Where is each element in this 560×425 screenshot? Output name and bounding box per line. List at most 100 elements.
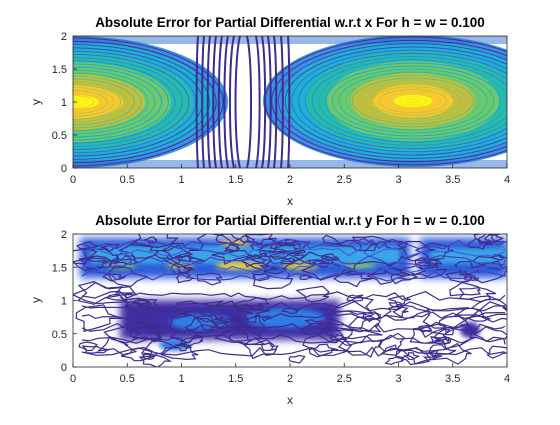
- plot-2: Absolute Error for Partial Differential …: [29, 213, 510, 407]
- contour-mid-line: [195, 36, 199, 168]
- contour-noise-loop: [112, 252, 139, 266]
- contour-noise-loop: [260, 342, 279, 352]
- plot-1-xtick-label: 2: [287, 174, 293, 186]
- contour-noise-loop: [458, 286, 497, 303]
- contour-mid-line: [206, 36, 211, 168]
- contour-noise-loop: [392, 304, 431, 319]
- contour-ring: [73, 89, 108, 115]
- contour-ring: [358, 80, 468, 122]
- contour-noise-loop: [129, 321, 165, 341]
- contour-noise-loop: [249, 238, 285, 254]
- contour-mid-line: [217, 36, 223, 168]
- contour-ring: [385, 91, 441, 111]
- contour-noise-loop: [100, 243, 120, 252]
- contour-ring: [298, 52, 507, 150]
- plot-2-xtick-label: 0.5: [120, 373, 135, 385]
- contour-noise-loop: [483, 234, 507, 243]
- contour-noise-loop: [418, 321, 451, 339]
- plot-2-xlabel: x: [287, 393, 293, 407]
- contour-ring: [331, 68, 495, 134]
- contour-noise-loop: [466, 237, 494, 250]
- contour-noise-loop: [473, 301, 507, 323]
- contour-rings: [73, 36, 507, 167]
- contour-noise-loop: [490, 253, 505, 261]
- contour-noise-loop: [73, 282, 138, 305]
- plot-1-ytick-label: 1.5: [52, 64, 67, 76]
- contour-noise-loop: [78, 341, 98, 352]
- contour-noise-loop: [96, 335, 138, 356]
- contour-noise-loop: [73, 248, 98, 265]
- plot-1-xtick-label: 3.5: [445, 174, 460, 186]
- contour-noise-loop: [388, 301, 403, 308]
- plot-1-xtick-label: 1: [178, 174, 184, 186]
- contour-noise-loop: [163, 255, 205, 268]
- contour-noise-loop: [384, 355, 405, 366]
- contour-noise-loop: [140, 340, 178, 355]
- contour-mid-line: [261, 36, 267, 168]
- contour-noise-line: [81, 246, 506, 258]
- contour-noise-loop: [274, 241, 300, 253]
- contour-noise-line: [81, 270, 506, 282]
- contour-mid-line: [228, 36, 235, 168]
- plot-2-xtick-label: 4: [504, 373, 510, 385]
- contour-ring: [73, 37, 224, 167]
- contour-noise-line: [81, 300, 506, 312]
- contour-ring: [73, 69, 156, 135]
- contour-noise-line: [81, 334, 506, 345]
- contour-ring: [291, 49, 507, 153]
- contour-noise-loop: [234, 297, 270, 311]
- contour-noise-loop: [196, 234, 239, 255]
- contour-noise-loop: [366, 268, 406, 285]
- contour-noise-loop: [233, 313, 265, 337]
- contour-noise-loop: [131, 298, 153, 307]
- contour-ring: [399, 96, 427, 106]
- contour-mid-line: [212, 36, 217, 168]
- contour-noise-loop: [428, 344, 457, 357]
- plot-2-ytick-label: 0: [61, 362, 67, 374]
- contour-noise-loop: [432, 327, 476, 350]
- plot-1-ytick-label: 0.5: [52, 130, 67, 142]
- contour-noise-loop: [295, 285, 330, 303]
- contour-mid-line: [287, 36, 291, 168]
- contour-noise-loop: [330, 296, 374, 315]
- plot-2-xtick-label: 2.5: [337, 373, 352, 385]
- plot-2-xtick-label: 0: [70, 373, 76, 385]
- contour-ring: [73, 97, 88, 107]
- plot-1-ylabel: y: [29, 99, 43, 105]
- plot-1-title: Absolute Error for Partial Differential …: [95, 15, 485, 30]
- contour-ring: [372, 86, 454, 116]
- contour-ring: [365, 83, 461, 119]
- contour-ring: [73, 81, 129, 123]
- contour-ring: [73, 78, 135, 126]
- plot-2-xtick-label: 1.5: [228, 373, 243, 385]
- contour-noise-loop: [196, 272, 224, 286]
- contour-noise-loop: [175, 272, 195, 284]
- contour-noise-loop: [73, 255, 115, 272]
- contour-ring: [73, 63, 169, 141]
- contour-ring: [392, 94, 434, 108]
- contour-ring: [311, 59, 507, 143]
- contour-noise-loop: [304, 319, 325, 329]
- contour-noise-loop: [211, 248, 253, 265]
- plot-1: Absolute Error for Partial Differential …: [29, 15, 510, 208]
- contour-mid-line: [223, 36, 229, 168]
- contour-ring: [73, 66, 163, 138]
- contour-ring: [351, 77, 475, 125]
- plot-1-ytick-label: 2: [61, 31, 67, 43]
- contour-ring: [277, 43, 507, 159]
- plot-2-xtick-label: 3.5: [445, 373, 460, 385]
- contour-noise-loop: [396, 261, 448, 279]
- plot-2-ytick-label: 2: [61, 229, 67, 241]
- contour-noise-loop: [473, 234, 495, 245]
- contour-noise-loop: [129, 234, 179, 249]
- plot-2-xtick-label: 2: [287, 373, 293, 385]
- plot-2-xtick-label: 1: [178, 373, 184, 385]
- plot-2-ytick-label: 1: [61, 296, 67, 308]
- contour-noise-loop: [141, 353, 155, 360]
- contour-ring: [73, 57, 183, 147]
- contour-ring: [378, 88, 448, 114]
- contour-noise-loop: [160, 344, 199, 361]
- contour-noise-loop: [117, 241, 159, 259]
- plot-2-title: Absolute Error for Partial Differential …: [95, 213, 485, 228]
